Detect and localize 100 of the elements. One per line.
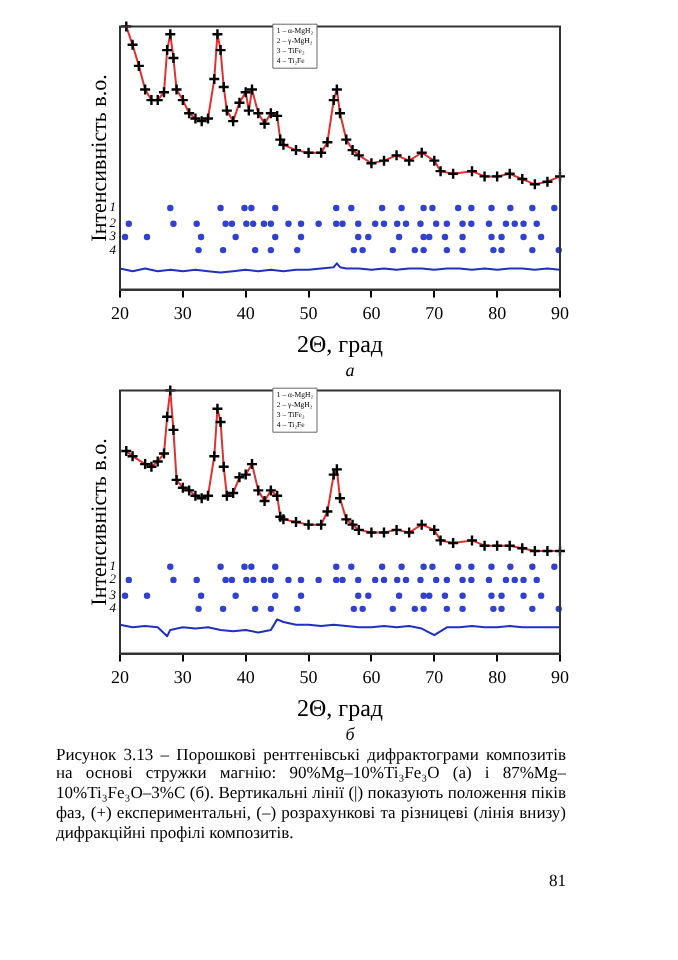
point	[233, 471, 246, 485]
point	[511, 220, 518, 227]
point	[272, 564, 279, 571]
text: Рисунок 3.13 – Порошкові рентгенівські дифрактограми композитів на основі стружки магнію: 90%Mg–10%Ti₃Fe₃O (а) і 87%Mg–10%Ti₃Fe₃O–3%C (б). Вертикальні лінії (|) показують положення піків фаз, (+) експериментальні, (–) розрахункові та різницеві (лінія внизу) дифракційні профілі композитів.	[56, 743, 566, 844]
point	[297, 577, 305, 584]
point	[528, 545, 542, 558]
point	[250, 220, 257, 227]
point	[314, 146, 328, 159]
point	[528, 178, 542, 191]
point	[426, 233, 433, 241]
point	[333, 492, 347, 506]
point	[432, 577, 440, 584]
point	[520, 220, 527, 227]
point	[498, 606, 505, 613]
point	[201, 112, 215, 125]
point	[377, 527, 391, 540]
point	[302, 146, 315, 159]
point	[443, 246, 451, 254]
point	[219, 606, 227, 613]
y-axis-title: Інтенсивність в.о.	[87, 438, 112, 607]
point	[459, 220, 466, 227]
point	[314, 519, 328, 532]
point	[219, 246, 227, 254]
point	[143, 233, 151, 241]
point	[503, 167, 516, 180]
point	[465, 164, 479, 178]
point	[402, 577, 410, 584]
point	[340, 513, 353, 527]
x-tick-label: 70	[425, 303, 445, 324]
point	[468, 577, 475, 584]
point	[537, 233, 545, 241]
x-tick-label: 50	[299, 667, 319, 688]
point	[420, 593, 427, 600]
point	[352, 149, 366, 162]
point	[507, 564, 514, 571]
point	[267, 246, 275, 254]
point	[355, 233, 362, 241]
point	[377, 154, 391, 167]
point	[226, 487, 240, 500]
point	[138, 458, 152, 471]
point	[529, 564, 536, 571]
point	[189, 112, 202, 125]
point	[245, 83, 259, 96]
point	[297, 593, 305, 600]
point	[143, 593, 151, 600]
point	[132, 59, 146, 73]
x-tick-label: 60	[362, 303, 382, 324]
point	[267, 606, 275, 613]
point	[498, 233, 505, 241]
point	[126, 450, 139, 464]
point	[222, 577, 229, 584]
x-tick-label: 20	[111, 667, 130, 688]
point	[355, 593, 362, 600]
point	[348, 564, 355, 571]
text: 81	[547, 869, 566, 891]
point	[502, 220, 510, 227]
point	[432, 220, 440, 227]
point	[333, 107, 347, 120]
point	[327, 93, 340, 107]
y-axis-title: Інтенсивність в.о.	[87, 73, 112, 242]
point	[372, 577, 379, 584]
point	[214, 43, 227, 57]
point	[498, 246, 505, 254]
point	[182, 484, 196, 498]
point	[533, 577, 540, 584]
point	[321, 505, 334, 519]
point	[270, 109, 284, 123]
point	[537, 593, 545, 600]
point	[415, 146, 428, 159]
point	[468, 220, 475, 227]
point	[411, 246, 418, 254]
point	[270, 490, 284, 503]
point	[245, 458, 259, 471]
point	[398, 204, 405, 212]
point	[232, 233, 239, 241]
point	[339, 220, 346, 227]
point	[176, 482, 190, 495]
point	[208, 450, 221, 464]
point	[441, 593, 449, 600]
point	[529, 204, 536, 212]
point	[446, 167, 460, 180]
point	[395, 593, 403, 600]
point	[160, 43, 174, 57]
point	[251, 606, 259, 613]
point	[248, 204, 255, 212]
point	[389, 606, 396, 613]
point	[365, 157, 378, 170]
x-tick-label: 70	[425, 667, 445, 688]
point	[201, 490, 215, 503]
x-tick-label: 30	[173, 303, 193, 324]
point	[459, 577, 466, 584]
point	[429, 204, 436, 212]
point	[120, 20, 133, 33]
point	[533, 220, 540, 227]
point	[294, 606, 301, 613]
point	[459, 593, 466, 600]
point	[502, 577, 510, 584]
point	[402, 527, 416, 540]
x-tick-label: 20	[111, 303, 130, 324]
point	[511, 577, 518, 584]
